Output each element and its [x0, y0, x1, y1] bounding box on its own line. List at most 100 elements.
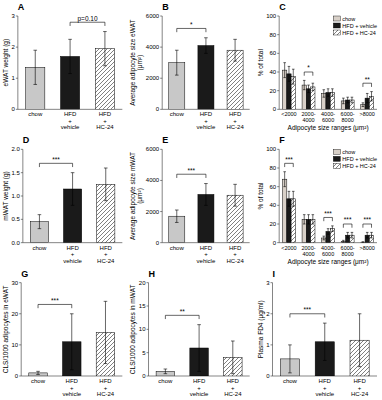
- error-bar: [104, 301, 108, 363]
- y-axis: [17, 16, 18, 109]
- error-bar: [233, 39, 237, 61]
- error-bar: [327, 89, 330, 96]
- sig-label: ***: [52, 156, 60, 163]
- sig-label: **: [365, 76, 371, 83]
- y-axis: [21, 283, 22, 376]
- y-tick-label: 60: [269, 184, 276, 190]
- error-bar: [342, 240, 345, 242]
- text-line: HC-24: [97, 391, 115, 397]
- text-line: HFD: [66, 378, 79, 384]
- y-axis: [22, 149, 23, 242]
- sig-bracket: [304, 72, 313, 76]
- panel-title: E: [162, 135, 168, 145]
- panel-title: G: [21, 269, 28, 279]
- y-tick-label: 0: [273, 240, 277, 246]
- y-tick-label: 100: [266, 146, 277, 152]
- y-tick-label: 1: [12, 75, 16, 81]
- text-line: HC-24: [351, 391, 369, 397]
- text-line: +: [204, 251, 208, 257]
- plot-area: [283, 172, 374, 243]
- error-bar: [322, 236, 325, 240]
- error-bar: [103, 32, 107, 66]
- text-line: HFD: [100, 245, 113, 251]
- text-line: chow: [28, 111, 43, 117]
- error-bar: [231, 341, 235, 374]
- error-bar: [292, 69, 295, 84]
- plot-area: [26, 32, 115, 110]
- panel-title: B: [162, 2, 169, 12]
- text-line: chow: [170, 245, 185, 251]
- panel: 05101520CLS/1000 adipocytes in mWATHchow…: [129, 269, 249, 397]
- text-line: chow: [170, 111, 185, 117]
- text-line: chow: [31, 378, 46, 384]
- text-line: <2000: [281, 111, 296, 117]
- y-tick-label: 1: [266, 342, 270, 348]
- y-axis: [162, 16, 163, 109]
- text-line: HFD: [99, 378, 112, 384]
- error-bar: [307, 215, 310, 224]
- plot-area: [156, 325, 242, 376]
- plot-area: [29, 301, 115, 376]
- bar: [361, 242, 365, 243]
- text-line: +: [233, 118, 237, 124]
- y-tick-label: 0: [273, 106, 277, 112]
- text-line: HFD: [227, 378, 240, 384]
- y-tick-label: 2: [266, 311, 270, 317]
- y-tick-label: 6000: [146, 146, 160, 152]
- error-bar: [312, 215, 315, 224]
- sig-label: ***: [344, 216, 352, 223]
- x-tick-label: HFD+vehicle: [62, 378, 81, 397]
- text-line: HFD: [66, 245, 79, 251]
- text-line: HFD: [99, 111, 112, 117]
- error-bar: [366, 93, 369, 102]
- error-bar: [312, 83, 315, 90]
- text-line: +: [104, 385, 108, 391]
- y-tick-label: 20: [139, 280, 146, 286]
- x-tick-label: HFD+HC-24: [96, 111, 114, 130]
- x-tick-label: HFD+vehicle: [315, 378, 334, 397]
- x-tick-label: HFD+HC-24: [226, 245, 244, 264]
- y-tick-label: 1.5: [12, 170, 21, 176]
- error-bar: [351, 97, 354, 103]
- panel: 0200040006000Average adipocyte size eWAT…: [129, 2, 249, 130]
- error-bar: [362, 103, 365, 107]
- text-line: HC-24: [226, 258, 244, 264]
- y-tick-label: 6000: [146, 13, 160, 19]
- panel: 0123eWAT weight (g)AchowHFD+vehicleHFD+H…: [2, 2, 122, 130]
- sig-label: p=0.10: [77, 15, 97, 23]
- x-tick-label: 4000-6000: [321, 245, 335, 257]
- text-line: HC-24: [97, 258, 115, 264]
- y-tick-label: 10: [139, 326, 146, 332]
- text-line: vehicle: [63, 258, 82, 264]
- error-bar: [303, 80, 306, 89]
- text-line: chow: [158, 378, 173, 384]
- panel-title: A: [18, 2, 25, 12]
- text-line: CLS/1000 adipocytes in eWAT: [2, 285, 10, 373]
- y-tick-label: 15: [139, 303, 146, 309]
- text-line: (μm²): [136, 55, 144, 71]
- x-tick-label: chow: [32, 245, 47, 251]
- text-line: vehicle: [62, 391, 81, 397]
- error-bar: [68, 39, 72, 73]
- sig-label: **: [180, 308, 186, 315]
- panel: 0200040006000Average adipocyte size mWAT…: [129, 135, 249, 263]
- legend-label: HFD + HC-24: [342, 30, 375, 36]
- x-tick-label: >8000: [359, 111, 374, 117]
- legend-swatch: [333, 16, 340, 21]
- y-tick-label: 80: [269, 32, 276, 38]
- y-tick-label: 3: [12, 13, 16, 19]
- figure: 0123eWAT weight (g)AchowHFD+vehicleHFD+H…: [0, 0, 382, 400]
- y-tick-label: 1.0: [12, 193, 21, 199]
- x-tick-label: HFD+HC-24: [226, 111, 244, 130]
- error-bar: [288, 191, 291, 206]
- error-bar: [370, 92, 373, 101]
- panel-title: C: [279, 2, 286, 12]
- y-axis-label: CLS/1000 adipocytes in eWAT: [2, 285, 10, 373]
- plot-area: [30, 168, 115, 243]
- panel-title: H: [149, 269, 156, 279]
- y-tick-label: 0: [142, 373, 146, 379]
- text-line: +: [231, 385, 235, 391]
- text-line: % of total: [257, 49, 264, 77]
- y-axis-label: eWAT weight (g): [2, 39, 10, 87]
- text-line: (μm²): [136, 188, 144, 204]
